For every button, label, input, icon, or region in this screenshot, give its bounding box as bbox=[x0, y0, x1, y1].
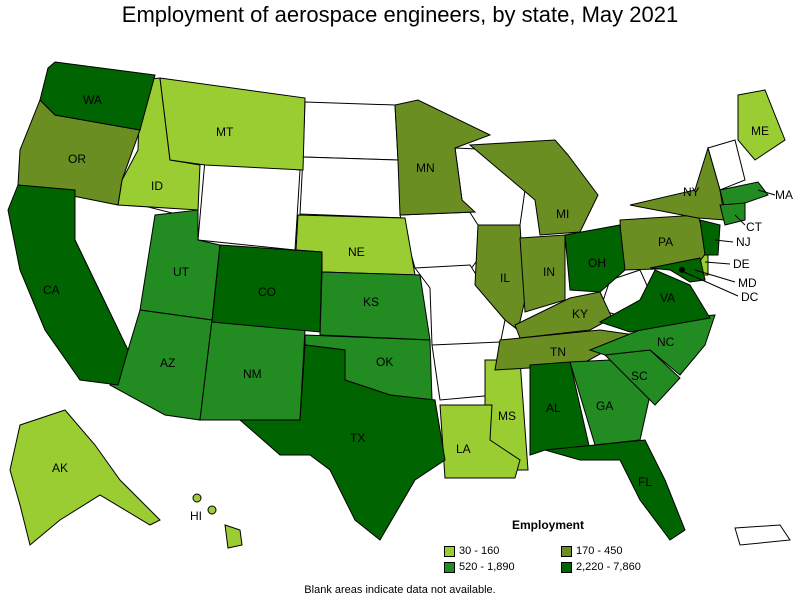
state-wyoming bbox=[197, 159, 301, 251]
legend-item-1: 30 - 160 bbox=[444, 545, 499, 557]
label-nj: NJ bbox=[736, 235, 751, 249]
label-or: OR bbox=[68, 152, 86, 166]
label-ms: MS bbox=[498, 409, 516, 423]
label-ny: NY bbox=[683, 185, 700, 199]
label-az: AZ bbox=[160, 356, 175, 370]
legend-label-1: 30 - 160 bbox=[459, 545, 500, 557]
leader-ct bbox=[734, 214, 746, 226]
legend-swatch-1 bbox=[444, 545, 455, 557]
label-ky: KY bbox=[572, 307, 588, 321]
label-co: CO bbox=[258, 285, 276, 299]
leader-dc bbox=[683, 271, 739, 297]
map-title: Employment of aerospace engineers, by st… bbox=[121, 2, 679, 27]
label-fl: FL bbox=[638, 475, 652, 489]
label-mt: MT bbox=[216, 125, 234, 139]
label-mn: MN bbox=[416, 161, 435, 175]
legend-title: Employment bbox=[512, 518, 585, 532]
state-colorado bbox=[211, 244, 323, 333]
legend-label-4: 2,220 - 7,860 bbox=[576, 561, 641, 573]
state-virginia bbox=[598, 269, 711, 333]
label-ut: UT bbox=[173, 265, 190, 279]
state-hawaii bbox=[224, 524, 243, 549]
state-florida bbox=[544, 439, 686, 541]
state-south-dakota bbox=[299, 156, 406, 219]
label-ma: MA bbox=[775, 188, 793, 202]
state-michigan bbox=[468, 139, 599, 236]
label-nc: NC bbox=[657, 335, 675, 349]
label-tx: TX bbox=[350, 431, 365, 445]
legend-item-2: 170 - 450 bbox=[561, 545, 622, 557]
leader-ma bbox=[757, 189, 776, 196]
label-mi: MI bbox=[556, 207, 569, 221]
label-dc: DC bbox=[741, 290, 759, 304]
state-louisiana bbox=[439, 404, 521, 479]
label-sc: SC bbox=[631, 369, 648, 383]
legend-label-2: 170 - 450 bbox=[576, 545, 623, 557]
label-ks: KS bbox=[363, 295, 379, 309]
label-al: AL bbox=[546, 401, 561, 415]
label-in: IN bbox=[543, 265, 555, 279]
state-ohio bbox=[564, 224, 626, 293]
footnote: Blank areas indicate data not available. bbox=[304, 584, 496, 596]
legend-label-3: 520 - 1,890 bbox=[459, 561, 515, 573]
legend-item-3: 520 - 1,890 bbox=[444, 561, 515, 573]
label-il: IL bbox=[500, 271, 510, 285]
label-ak: AK bbox=[52, 461, 68, 475]
state-maryland bbox=[649, 257, 706, 283]
state-georgia bbox=[569, 359, 651, 446]
label-md: MD bbox=[738, 276, 757, 290]
state-california bbox=[7, 184, 129, 386]
state-connecticut bbox=[719, 202, 746, 226]
legend-swatch-4 bbox=[561, 561, 572, 573]
legend-swatch-3 bbox=[444, 561, 455, 573]
label-la: LA bbox=[456, 442, 471, 456]
leader-md bbox=[694, 269, 736, 283]
state-hawaii-island-2 bbox=[192, 493, 202, 503]
label-ok: OK bbox=[376, 355, 393, 369]
state-texas bbox=[238, 344, 446, 541]
label-nm: NM bbox=[243, 367, 262, 381]
label-wa: WA bbox=[83, 93, 102, 107]
legend-item-4: 2,220 - 7,860 bbox=[561, 561, 641, 573]
legend-swatch-2 bbox=[561, 545, 572, 557]
state-puerto-rico bbox=[734, 524, 791, 546]
label-id: ID bbox=[151, 179, 163, 193]
state-alaska bbox=[9, 409, 161, 546]
dc-marker bbox=[679, 267, 685, 273]
state-washington bbox=[39, 61, 156, 131]
state-new-jersey bbox=[699, 219, 721, 256]
label-ne: NE bbox=[348, 245, 365, 259]
leader-nj bbox=[714, 239, 734, 243]
label-hi: HI bbox=[190, 509, 202, 523]
label-va: VA bbox=[660, 291, 675, 305]
leader-de bbox=[704, 261, 731, 265]
label-me: ME bbox=[751, 124, 769, 138]
state-hawaii-island-3 bbox=[207, 505, 217, 515]
label-ct: CT bbox=[746, 220, 763, 234]
label-oh: OH bbox=[588, 256, 606, 270]
state-montana bbox=[159, 77, 306, 171]
state-north-dakota bbox=[302, 101, 399, 161]
state-maine bbox=[737, 89, 786, 161]
label-tn: TN bbox=[550, 345, 566, 359]
label-de: DE bbox=[733, 257, 750, 271]
label-ca: CA bbox=[43, 283, 60, 297]
state-minnesota bbox=[394, 99, 492, 216]
state-massachusetts bbox=[719, 181, 769, 211]
state-new-york bbox=[629, 146, 726, 221]
label-pa: PA bbox=[658, 235, 673, 249]
label-ga: GA bbox=[596, 399, 613, 413]
